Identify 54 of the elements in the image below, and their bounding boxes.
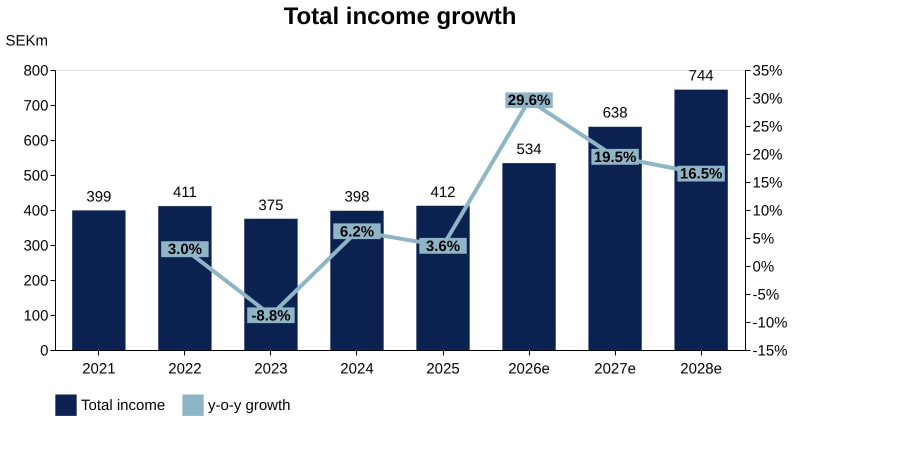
- y2-tick-label: 35%: [752, 62, 783, 80]
- x-tick-label: 2021: [82, 360, 116, 378]
- y2-tick-label: 10%: [752, 202, 783, 220]
- chart-title: Total income growth: [284, 3, 516, 30]
- y-tick-label: 300: [23, 238, 48, 254]
- bar: [158, 206, 212, 350]
- data-label: 16.5%: [680, 166, 722, 183]
- y2-tick-label: 25%: [752, 118, 783, 136]
- data-label: 29.6%: [508, 92, 550, 110]
- bar: [502, 163, 556, 350]
- x-tick-label: 2022: [168, 360, 202, 378]
- y-tick-label: 200: [23, 272, 48, 290]
- bar: [72, 210, 126, 350]
- data-label: 412: [430, 184, 456, 201]
- y-tick-label: 400: [23, 202, 48, 220]
- data-label: 638: [602, 104, 628, 122]
- y-tick-label: 100: [23, 308, 48, 324]
- data-label: 534: [516, 141, 542, 158]
- y-tick-label: 600: [23, 132, 48, 150]
- x-tick-label: 2028e: [680, 360, 722, 378]
- x-tick-label: 2024: [340, 360, 374, 378]
- y2-tick-label: -15%: [752, 342, 788, 360]
- data-label: 399: [86, 188, 112, 206]
- bar: [416, 206, 470, 350]
- y2-tick-label: 15%: [752, 174, 783, 192]
- y-tick-label: 700: [23, 98, 48, 114]
- y2-tick-label: -10%: [752, 314, 788, 332]
- y-tick-label: 0: [40, 342, 48, 360]
- data-label: -8.8%: [251, 307, 291, 324]
- y-tick-label: 500: [23, 168, 48, 184]
- x-tick-label: 2023: [254, 360, 288, 378]
- data-label: 6.2%: [340, 223, 374, 240]
- bar: [330, 210, 384, 350]
- data-label: 411: [172, 184, 197, 202]
- data-label: 744: [688, 68, 714, 85]
- data-label: 3.6%: [426, 238, 460, 255]
- y2-tick-label: 20%: [752, 146, 783, 164]
- x-tick-label: 2026e: [508, 360, 550, 378]
- y2-tick-label: 30%: [752, 90, 783, 108]
- x-tick-label: 2025: [426, 360, 460, 378]
- y-tick-label: 800: [23, 62, 48, 80]
- legend-label: y-o-y growth: [208, 397, 291, 414]
- y2-tick-label: 0%: [752, 258, 774, 276]
- y-axis-title: SEKm: [6, 32, 48, 50]
- data-label: 398: [344, 188, 370, 206]
- y2-tick-label: -5%: [752, 286, 780, 304]
- x-tick-label: 2027e: [594, 360, 636, 378]
- data-label: 3.0%: [168, 241, 202, 258]
- data-label: 19.5%: [594, 148, 636, 166]
- data-label: 375: [258, 196, 284, 214]
- bar: [588, 126, 642, 350]
- y2-tick-label: 5%: [752, 230, 774, 248]
- legend-label: Total income: [81, 397, 166, 414]
- bar: [674, 90, 728, 350]
